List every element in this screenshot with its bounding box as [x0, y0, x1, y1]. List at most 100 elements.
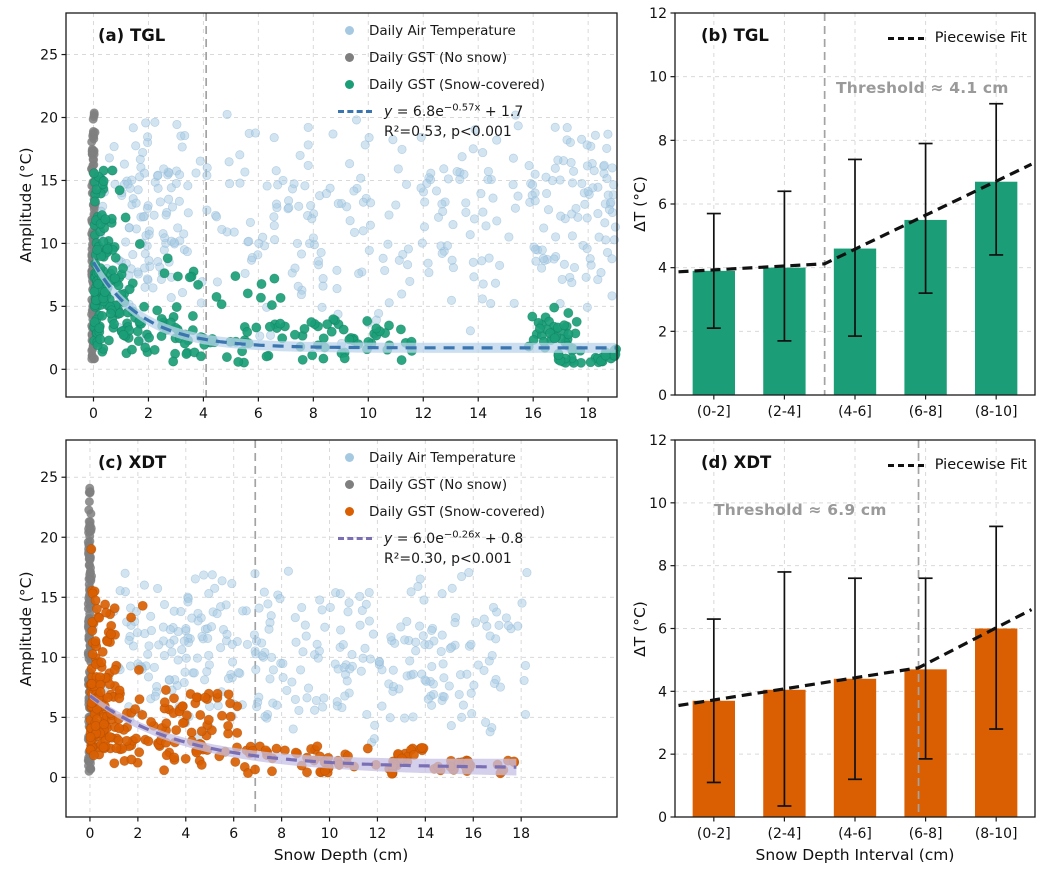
svg-text:6: 6 — [229, 826, 238, 842]
svg-text:0: 0 — [658, 810, 667, 826]
svg-text:4: 4 — [658, 684, 667, 700]
svg-text:18: 18 — [512, 826, 530, 842]
svg-text:(6-8]: (6-8] — [909, 404, 943, 420]
svg-text:(0-2]: (0-2] — [697, 826, 731, 842]
svg-text:8: 8 — [277, 826, 286, 842]
panel-c-legend: Daily Air Temperature Daily GST (No snow… — [338, 444, 545, 569]
svg-text:15: 15 — [40, 590, 58, 606]
panel-a-ticks: 0 2 4 6 8 10 12 14 16 18 0 5 10 15 20 25 — [40, 48, 597, 422]
svg-text:(0-2]: (0-2] — [697, 404, 731, 420]
panel-b: (0-2] (2-4] (4-6] (6-8] (8-10] 0 2 4 6 8 10 12 — [649, 6, 1036, 420]
svg-text:10: 10 — [649, 496, 667, 512]
fit-curve — [89, 694, 517, 769]
svg-text:(2-4]: (2-4] — [768, 826, 802, 842]
legend-item-gst-no-snow: Daily GST (No snow) — [338, 471, 545, 498]
svg-text:2: 2 — [144, 406, 153, 422]
svg-text:2: 2 — [658, 747, 667, 763]
legend-label-air: Daily Air Temperature — [369, 22, 516, 39]
svg-text:10: 10 — [321, 826, 339, 842]
gst-no-snow-marker-icon — [345, 53, 354, 62]
panel-d-xlabel: Snow Depth Interval (cm) — [755, 846, 955, 864]
panel-a-points-air — [91, 109, 620, 348]
panel-c-ticks: 0 2 4 6 8 10 12 14 16 18 0 5 10 15 20 25 — [40, 470, 530, 842]
fit-equation: y = 6.8e−0.57x + 1.7 R²=0.53, p<0.001 — [384, 102, 524, 140]
svg-text:0: 0 — [89, 406, 98, 422]
svg-text:(8-10]: (8-10] — [975, 404, 1018, 420]
svg-text:(4-6]: (4-6] — [838, 404, 872, 420]
panel-b-legend: Piecewise Fit — [887, 30, 1027, 46]
panel-a-legend: Daily Air Temperature Daily GST (No snow… — [338, 17, 545, 142]
svg-text:2: 2 — [658, 324, 667, 340]
panel-a: 0 2 4 6 8 10 12 14 16 18 0 5 10 15 20 25 — [40, 12, 622, 422]
legend-item-fit: y = 6.0e−0.26x + 0.8 R²=0.30, p<0.001 — [338, 528, 545, 569]
svg-text:6: 6 — [658, 197, 667, 213]
svg-text:25: 25 — [40, 470, 58, 486]
legend-item-air: Daily Air Temperature — [338, 444, 545, 471]
piecewise-legend-label: Piecewise Fit — [934, 457, 1027, 473]
panel-b-errorbars — [706, 102, 1004, 342]
legend-item-gst-no-snow: Daily GST (No snow) — [338, 44, 545, 71]
svg-text:(2-4]: (2-4] — [768, 404, 802, 420]
legend-label-air: Daily Air Temperature — [369, 449, 516, 466]
legend-label-gst-snow: Daily GST (Snow-covered) — [369, 76, 545, 93]
fit-curve — [92, 261, 616, 350]
svg-text:0: 0 — [49, 770, 58, 786]
panel-c-ylabel: Amplitude (°C) — [17, 571, 35, 687]
panel-c-xlabel: Snow Depth (cm) — [273, 846, 409, 864]
svg-text:12: 12 — [649, 433, 667, 449]
panel-b-ticks: (0-2] (2-4] (4-6] (6-8] (8-10] 0 2 4 6 8 10 12 — [649, 6, 1017, 420]
air-marker-icon — [345, 26, 354, 35]
svg-text:10: 10 — [359, 406, 377, 422]
svg-text:4: 4 — [181, 826, 190, 842]
svg-text:0: 0 — [658, 388, 667, 404]
panel-d-threshold-label: Threshold ≈ 6.9 cm — [714, 501, 887, 519]
svg-text:(6-8]: (6-8] — [909, 826, 943, 842]
legend-item-gst-snow: Daily GST (Snow-covered) — [338, 498, 545, 525]
panel-b-title: (b) TGL — [701, 26, 769, 45]
panel-a-title: (a) TGL — [98, 26, 166, 45]
svg-text:4: 4 — [199, 406, 208, 422]
panel-b-ylabel: ΔT (°C) — [631, 176, 649, 232]
fit-equation: y = 6.0e−0.26x + 0.8 R²=0.30, p<0.001 — [384, 529, 524, 567]
fit-confidence-band — [93, 257, 616, 353]
svg-text:14: 14 — [416, 826, 434, 842]
fit-confidence-band — [90, 692, 517, 776]
piecewise-fit-line — [678, 162, 1033, 274]
legend-label-gst-no-snow: Daily GST (No snow) — [369, 476, 508, 493]
panel-d-ylabel: ΔT (°C) — [631, 601, 649, 657]
svg-text:6: 6 — [658, 622, 667, 638]
svg-text:14: 14 — [469, 406, 487, 422]
svg-text:(8-10]: (8-10] — [975, 826, 1018, 842]
panel-d: (0-2] (2-4] (4-6] (6-8] (8-10] 0 2 4 6 8 10 12 — [649, 433, 1036, 842]
panel-d-legend: Piecewise Fit — [887, 457, 1027, 473]
svg-text:25: 25 — [40, 48, 58, 64]
fit-line-sample-icon — [338, 110, 372, 113]
svg-text:(4-6]: (4-6] — [838, 826, 872, 842]
gst-snow-marker-icon — [345, 80, 354, 89]
svg-text:2: 2 — [133, 826, 142, 842]
svg-text:6: 6 — [254, 406, 263, 422]
panel-b-threshold-label: Threshold ≈ 4.1 cm — [836, 79, 1009, 97]
svg-text:16: 16 — [464, 826, 482, 842]
svg-text:8: 8 — [658, 133, 667, 149]
panel-d-ticks: (0-2] (2-4] (4-6] (6-8] (8-10] 0 2 4 6 8 10 12 — [649, 433, 1017, 842]
svg-text:0: 0 — [49, 362, 58, 378]
svg-text:4: 4 — [658, 261, 667, 277]
panel-d-title: (d) XDT — [701, 453, 772, 472]
panel-a-points-gst_snow — [89, 165, 622, 368]
legend-item-gst-snow: Daily GST (Snow-covered) — [338, 71, 545, 98]
panel-c-title: (c) XDT — [98, 453, 167, 472]
legend-label-gst-no-snow: Daily GST (No snow) — [369, 49, 508, 66]
piecewise-line-sample-icon — [887, 36, 924, 40]
legend-item-fit: y = 6.8e−0.57x + 1.7 R²=0.53, p<0.001 — [338, 101, 545, 142]
svg-text:5: 5 — [49, 299, 58, 315]
svg-text:12: 12 — [649, 6, 667, 22]
fit-stats: R²=0.53, p<0.001 — [384, 123, 512, 140]
piecewise-legend-label: Piecewise Fit — [934, 30, 1027, 46]
fit-line-sample-icon — [338, 537, 372, 540]
svg-text:16: 16 — [524, 406, 542, 422]
svg-text:8: 8 — [309, 406, 318, 422]
svg-text:10: 10 — [40, 650, 58, 666]
